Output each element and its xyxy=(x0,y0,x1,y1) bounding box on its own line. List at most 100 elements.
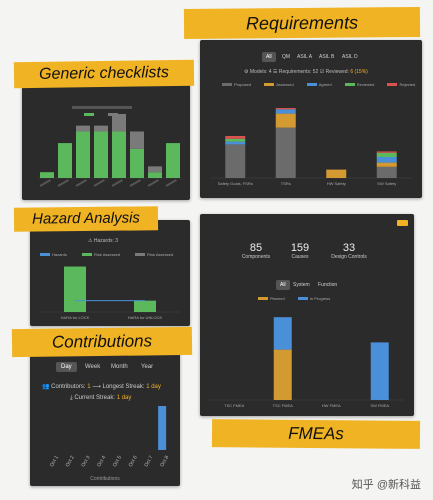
bar-segment xyxy=(94,125,108,132)
tick-label: TSRs xyxy=(281,181,291,186)
bar-segment xyxy=(376,162,397,167)
stat-value: 33 xyxy=(342,242,356,254)
contributors-icon: 👥 xyxy=(42,384,50,390)
bar-segment xyxy=(326,169,347,178)
tick-label: HARA for UNLOCK xyxy=(128,315,163,320)
requirements-banner: Requirements xyxy=(183,6,421,40)
tab-system[interactable]: System xyxy=(293,282,310,288)
requirements-icon: ☰ xyxy=(272,69,278,75)
fmeas-banner: FMEAs xyxy=(211,419,421,449)
tick-label xyxy=(75,179,87,187)
current-streak-row: ⤓ Current Streak: 1 day xyxy=(70,395,131,402)
longest-icon: ⟶ xyxy=(92,384,101,390)
bar-segment xyxy=(130,131,144,149)
bar-segment xyxy=(76,131,90,178)
tick-label: Oct 1 xyxy=(49,455,60,469)
generic-checklists-panel xyxy=(22,82,190,200)
requirements-value: 52 xyxy=(312,69,319,75)
tick-label: TSC FMEA xyxy=(273,403,294,408)
fmea-badge[interactable] xyxy=(397,220,408,226)
tab-qm[interactable]: QM xyxy=(282,54,291,60)
requirements-stats: ⚙ Models: 4 ☰ Requirements: 52 ☑ Reviewe… xyxy=(244,69,404,75)
tab-asil-d[interactable]: ASIL D xyxy=(342,54,358,60)
stat-label: Components xyxy=(241,254,271,260)
generic-checklists-chart xyxy=(38,114,182,187)
tab-all[interactable]: All xyxy=(276,280,290,290)
tick-label: Oct 7 xyxy=(143,455,154,469)
tick-label: TSC FMEA xyxy=(224,403,245,408)
bar-segment xyxy=(275,127,296,178)
stat-value: 85 xyxy=(249,242,263,254)
tab-asil-b[interactable]: ASIL B xyxy=(319,54,335,60)
stat-value: 159 xyxy=(290,242,310,254)
tick-label xyxy=(165,179,177,187)
bar-segment xyxy=(225,136,246,139)
hazard-chart: HARA for LOCK HARA for UNLOCK xyxy=(40,266,180,320)
hazard-legend: Hazards Risk Assessed Risk Assessed xyxy=(40,252,190,257)
bar-segment xyxy=(134,300,156,312)
hazard-analysis-banner: Hazard Analysis xyxy=(13,206,159,232)
requirements-tabs: All QM ASIL A ASIL B ASIL D xyxy=(262,52,382,62)
tab-month[interactable]: Month xyxy=(111,364,128,370)
tick-label xyxy=(147,179,159,187)
stat-causes: 159 Causes xyxy=(280,242,320,260)
bar-segment xyxy=(376,157,397,163)
tick-label: HW FMEA xyxy=(322,403,341,408)
requirements-chart: Safety Goals, FSRs TSRs HW Safety SW Safety xyxy=(210,108,412,186)
legend-assessed: Assessed xyxy=(276,82,294,87)
requirements-panel: All QM ASIL A ASIL B ASIL D ⚙ Models: 4 … xyxy=(200,40,422,198)
stat-label: Design Controls xyxy=(331,254,367,260)
bar-segment xyxy=(58,143,72,178)
bar-segment xyxy=(130,148,144,178)
tick-label xyxy=(129,179,141,187)
models-value: 4 xyxy=(268,69,272,75)
bar-segment xyxy=(275,109,296,114)
generic-stats-row xyxy=(72,96,152,109)
bar-segment xyxy=(275,108,296,110)
current-value: 1 day xyxy=(116,395,132,401)
fmea-panel: 85 Components 159 Causes 33 Design Contr… xyxy=(200,214,414,416)
current-icon: ⤓ xyxy=(70,395,73,401)
contributions-banner: Contributions xyxy=(11,326,193,358)
tick-label xyxy=(39,179,51,187)
bar-segment xyxy=(112,114,126,132)
bar-segment xyxy=(225,141,246,145)
legend-in-progress: In Progress xyxy=(309,296,331,301)
tick-label: Oct 8 xyxy=(159,455,170,469)
legend-proposed: Proposed xyxy=(234,82,252,87)
tab-week[interactable]: Week xyxy=(85,364,101,370)
legend-reviewed: Reviewed xyxy=(356,82,375,87)
tab-all[interactable]: All xyxy=(262,52,276,62)
bar-segment xyxy=(275,113,296,128)
tick-label: Oct 3 xyxy=(80,455,91,469)
bar-segment xyxy=(112,131,126,178)
contributions-chart: Oct 1 Oct 2 Oct 3 Oct 4 Oct 5 Oct 6 Oct 7 Oct 8 xyxy=(49,406,170,469)
bar-segment xyxy=(370,342,389,400)
legend-planned: Planned xyxy=(270,296,285,301)
fmea-legend: Planned In Progress xyxy=(258,296,330,301)
legend-swatch-green xyxy=(84,113,94,117)
hazards-stat: ⚠ Hazards: 3 xyxy=(88,238,118,244)
hazard-analysis-panel: ⚠ Hazards: 3 Hazards Risk Assessed Risk … xyxy=(30,220,190,326)
models-icon: ⚙ xyxy=(244,69,249,75)
tick-label: SW Safety xyxy=(377,181,396,186)
tab-year[interactable]: Year xyxy=(141,364,154,370)
bar-segment xyxy=(40,172,54,178)
stat-design-controls: 33 Design Controls xyxy=(324,242,374,260)
tick-label: Oct 4 xyxy=(96,455,107,469)
bar-segment xyxy=(225,144,246,178)
bar xyxy=(158,406,167,450)
generic-checklists-banner: Generic checklists xyxy=(13,59,195,89)
contributors-value: 1 xyxy=(87,384,91,390)
tab-day[interactable]: Day xyxy=(56,362,77,372)
contributors-label: Contributors: xyxy=(51,384,86,390)
tab-function[interactable]: Function xyxy=(318,282,338,288)
fmea-chart: TSC FMEA TSC FMEA HW FMEA SW FMEA xyxy=(210,317,404,408)
tab-asil-a[interactable]: ASIL A xyxy=(297,54,313,60)
bar-segment xyxy=(64,266,86,312)
stat-label: Causes xyxy=(291,254,309,260)
tick-label: HARA for LOCK xyxy=(61,315,90,320)
reviewed-icon: ☑ xyxy=(319,69,325,75)
contributions-footer: Contributions xyxy=(90,476,120,482)
hazards-label: Hazards: xyxy=(93,238,114,244)
